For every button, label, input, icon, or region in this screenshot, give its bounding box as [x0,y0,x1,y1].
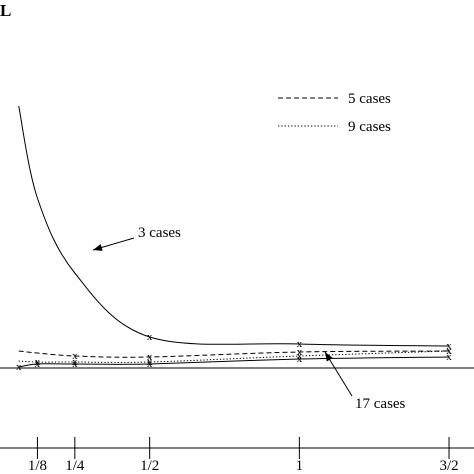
annotations: 3 cases 17 cases [92,225,406,412]
legend-label-5-cases: 5 cases [348,91,391,107]
x-ticks: 1/8 1/4 1/2 1 3/2 [28,437,459,474]
data-point-marker: x [72,358,78,370]
annotation-arrowhead [93,244,103,251]
data-point-marker: x [147,356,153,368]
data-point-marker: x [147,351,153,363]
annotation-label-3-cases: 3 cases [138,225,181,241]
data-point-marker: x [72,350,78,362]
series-line-3-cases [18,105,450,347]
series-line-17-cases [18,356,450,368]
x-tick-label: 1/2 [140,458,159,474]
legend: 5 cases 9 cases [278,91,391,135]
x-tick-label: 3/2 [439,458,458,474]
data-point-marker: x [297,353,303,365]
data-point-marker: x [147,358,153,370]
data-point-marker: x [16,361,22,373]
annotation-label-17-cases: 17 cases [355,396,406,412]
x-tick-label: 1/4 [65,458,85,474]
x-tick-label: 1 [296,458,304,474]
annotation-arrowhead [325,352,333,362]
data-point-marker: x [35,356,41,368]
data-point-marker: x [446,345,452,357]
series-layer: xx xx x x xx x x x xx x x x x x [16,105,452,373]
data-point-marker: x [35,358,41,370]
corner-label: L [0,1,11,20]
data-point-marker: x [446,345,452,357]
data-point-marker: x [297,350,303,362]
x-tick-label: 1/8 [28,458,47,474]
data-point-marker: x [297,346,303,358]
data-point-marker: x [446,340,452,352]
data-point-marker: x [147,331,153,343]
data-point-marker: x [72,356,78,368]
data-point-marker: x [297,338,303,350]
data-point-marker: x [446,351,452,363]
legend-label-9-cases: 9 cases [348,119,391,135]
series-line-5-cases [18,350,450,358]
